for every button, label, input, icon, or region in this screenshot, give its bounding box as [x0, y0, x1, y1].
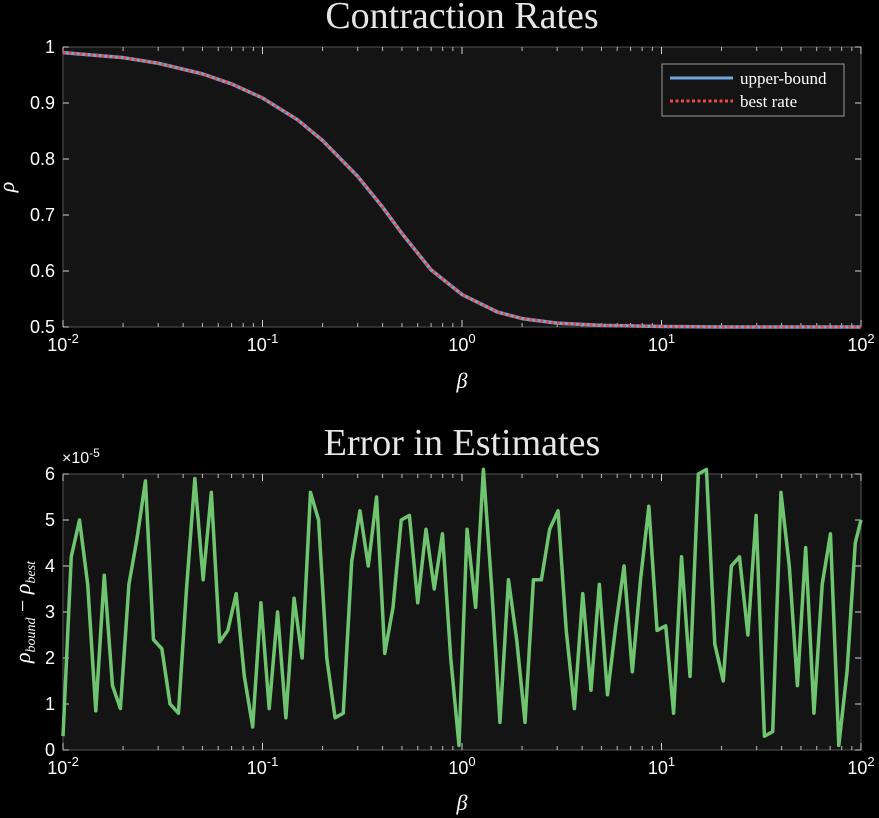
x-tick-label: 10-2: [47, 754, 79, 778]
legend-label-best-rate: best rate: [740, 92, 797, 111]
y-tick-label: 0.6: [30, 261, 55, 281]
y-tick-label: 0.8: [30, 149, 55, 169]
x-tick-label: 10-2: [47, 331, 79, 355]
chart-2-y-label: ρbound − ρbest: [10, 560, 39, 664]
y-tick-label: 0: [45, 740, 55, 760]
x-tick-label: 10-1: [247, 754, 279, 778]
y-tick-label: 0.7: [30, 205, 55, 225]
x-tick-label: 101: [648, 331, 675, 355]
y-tick-label: 4: [45, 556, 55, 576]
x-tick-label: 102: [847, 331, 874, 355]
x-tick-label: 100: [448, 331, 475, 355]
chart-1-y-label: ρ: [0, 182, 19, 194]
y-tick-label: 6: [45, 464, 55, 484]
chart-contraction-rates: Contraction Rates 0.50.60.70.80.91 10-2 1…: [0, 0, 875, 393]
chart-2-x-axis: 10-2 10-1 100 101 102: [47, 474, 875, 778]
series-line-error: [61, 467, 863, 748]
svg-text:×10-5: ×10-5: [62, 446, 100, 467]
y-tick-label: 1: [45, 37, 55, 57]
chart-2-series: [61, 467, 863, 748]
multiplier-base: ×10: [62, 450, 89, 467]
multiplier-exponent: -5: [89, 446, 100, 460]
chart-1-x-axis: 10-2 10-1 100 101 102: [47, 47, 875, 355]
chart-1-y-axis: 0.5 0.6 0.7 0.8 0.9 1: [30, 37, 861, 337]
y-tick-label: 0.5: [30, 317, 55, 337]
x-tick-label: 10-1: [247, 331, 279, 355]
chart-1-title: Contraction Rates: [325, 0, 598, 37]
y-tick-label: 2: [45, 648, 55, 668]
x-tick-label: 100: [448, 754, 475, 778]
chart-2-title: Error in Estimates: [324, 422, 600, 464]
chart-1-series: [62, 50, 861, 329]
x-tick-label: 101: [648, 754, 675, 778]
chart-error-in-estimates: Error in Estimates ×10-5 0 1 2 3 4 5 6 10-2 10-…: [10, 422, 875, 815]
legend-label-upper-bound: upper-bound: [740, 69, 827, 88]
y-tick-label: 0.9: [30, 93, 55, 113]
chart-2-y-multiplier: ×10-5: [62, 446, 100, 467]
y-tick-label: 1: [45, 694, 55, 714]
series-line-best-rate: [62, 51, 861, 329]
chart-1-legend: upper-bound best rate: [661, 63, 845, 117]
x-tick-label: 102: [847, 754, 874, 778]
y-tick-label: 5: [45, 510, 55, 530]
chart-2-x-label: β: [456, 790, 468, 815]
y-tick-label: 3: [45, 602, 55, 622]
chart-1-x-label: β: [456, 368, 468, 393]
legend-box: [661, 63, 845, 117]
